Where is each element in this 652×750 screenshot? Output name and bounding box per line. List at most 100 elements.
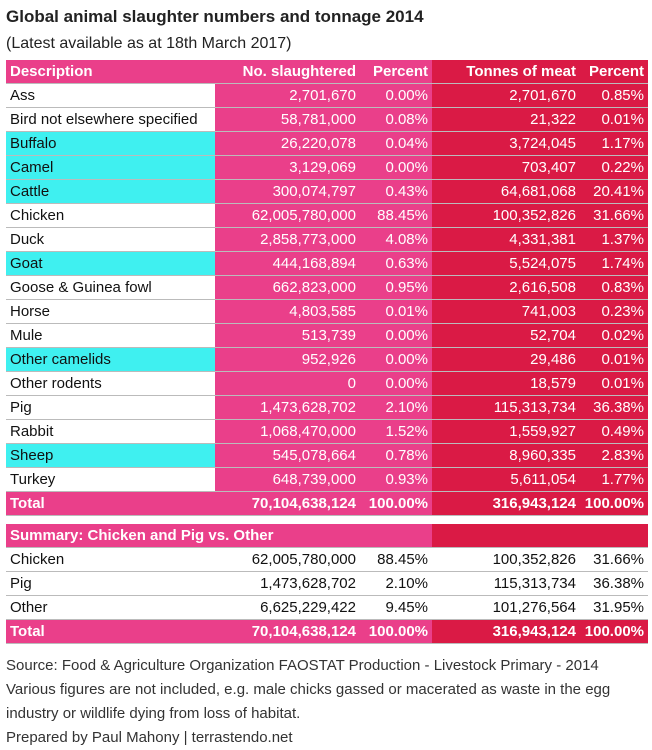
description-cell: Sheep [6,444,215,467]
count-percent-cell: 0.78% [360,444,432,467]
tonnes-cell: 52,704 [432,324,580,347]
tonnes-cell: 2,616,508 [432,276,580,299]
count-percent-cell: 9.45% [385,599,428,616]
count-cell: 4,803,585 [215,300,360,323]
table-header: Description No. slaughtered Percent Tonnes … [6,60,648,84]
description-cell: Goat [6,252,215,275]
count-percent-cell: 0.43% [360,180,432,203]
description-cell: Other [10,599,48,616]
tonnes-percent-cell: 0.01% [580,372,648,395]
tonnes-cell: 316,943,124 [432,620,580,643]
count-cell: 545,078,664 [215,444,360,467]
tonnes-percent-cell: Percent [580,60,648,83]
table-row: Bird not elsewhere specified 58,781,000 0.… [6,108,648,132]
description-cell: Pig [10,575,32,592]
tonnes-percent-cell: 31.66% [580,204,648,227]
table-row: Ass 2,701,670 0.00% 2,701,670 0.85% [6,84,648,108]
count-cell: 662,823,000 [215,276,360,299]
table-row: Pig 1,473,628,702 2.10% 115,313,734 36.38% [6,396,648,420]
count-cell: 1,068,470,000 [215,420,360,443]
tonnes-percent-cell: 0.83% [580,276,648,299]
description-cell: Pig [10,399,32,416]
tonnes-cell: 100,352,826 [492,551,576,568]
count-cell: 2,858,773,000 [215,228,360,251]
count-percent-cell: 2.10% [385,575,428,592]
summary-total-row: Total 70,104,638,124 100.00% 316,943,124 100… [6,620,648,644]
table-row: Other rodents 0 0.00% 18,579 0.01% [6,372,648,396]
tonnes-cell: 2,701,670 [432,84,580,107]
description-cell: Total [6,492,215,515]
description-cell: Bird not elsewhere specified [10,111,198,128]
description-cell: Goose & Guinea fowl [10,279,152,296]
page-title: Global animal slaughter numbers and tonn… [6,7,424,26]
count-cell: 0 [215,372,360,395]
tonnes-percent-cell: 100.00% [580,492,648,515]
summary-row: Chicken 62,005,780,000 88.45% 100,352,826 31… [6,548,648,572]
tonnes-percent-cell: 20.41% [580,180,648,203]
tonnes-cell [432,524,580,547]
exclusion-note: Various figures are not included, e.g. m… [6,681,611,698]
description-cell: Camel [6,156,215,179]
table-row: Cattle 300,074,797 0.43% 64,681,068 20.41% [6,180,648,204]
page-subtitle: (Latest available as at 18th March 2017) [6,35,292,52]
description-cell: Other rodents [10,375,102,392]
table-row: Other camelids 952,926 0.00% 29,486 0.01% [6,348,648,372]
tonnes-percent-cell: 0.22% [580,156,648,179]
count-percent-cell: 2.10% [360,396,432,419]
tonnes-percent-cell: 36.38% [593,575,644,592]
tonnes-cell: 115,313,734 [432,396,580,419]
table-row: Chicken 62,005,780,000 88.45% 100,352,826 31… [6,204,648,228]
total-row: Total 70,104,638,124 100.00% 316,943,124 100… [6,492,648,516]
source-note: Source: Food & Agriculture Organization … [6,657,599,674]
description-cell: Description [6,60,215,83]
tonnes-cell: 703,407 [432,156,580,179]
tonnes-cell: 5,611,054 [432,468,580,491]
summary-table: Summary: Chicken and Pig vs. Other Chicke… [6,524,648,644]
tonnes-cell: Tonnes of meat [432,60,580,83]
tonnes-cell: 64,681,068 [432,180,580,203]
description-cell: Cattle [6,180,215,203]
count-percent-cell: 0.95% [360,276,432,299]
description-cell: Duck [10,231,45,248]
tonnes-cell: 316,943,124 [432,492,580,515]
tonnes-cell: 5,524,075 [432,252,580,275]
count-cell: 58,781,000 [215,108,360,131]
tonnes-cell: 741,003 [432,300,580,323]
table-row: Mule 513,739 0.00% 52,704 0.02% [6,324,648,348]
table-row: Turkey 648,739,000 0.93% 5,611,054 1.77% [6,468,648,492]
count-percent-cell: 0.01% [360,300,432,323]
tonnes-cell: 100,352,826 [432,204,580,227]
tonnes-cell: 18,579 [432,372,580,395]
table-row: Sheep 545,078,664 0.78% 8,960,335 2.83% [6,444,648,468]
tonnes-percent-cell: 0.01% [580,348,648,371]
tonnes-percent-cell: 36.38% [580,396,648,419]
description-cell: Other camelids [6,348,215,371]
count-percent-cell: 0.00% [360,84,432,107]
count-percent-cell: 1.52% [360,420,432,443]
count-percent-cell: 0.00% [360,348,432,371]
count-percent-cell: 88.45% [360,204,432,227]
count-cell: 3,129,069 [215,156,360,179]
tonnes-percent-cell: 0.49% [580,420,648,443]
count-percent-cell: Percent [360,60,432,83]
table-row: Camel 3,129,069 0.00% 703,407 0.22% [6,156,648,180]
count-cell: No. slaughtered [215,60,360,83]
count-cell: 6,625,229,422 [260,599,356,616]
tonnes-percent-cell: 100.00% [580,620,648,643]
count-percent-cell: 88.45% [377,551,428,568]
tonnes-percent-cell: 1.37% [580,228,648,251]
tonnes-cell: 3,724,045 [432,132,580,155]
tonnes-percent-cell [580,524,648,547]
count-cell: 70,104,638,124 [215,492,360,515]
count-percent-cell: 0.00% [360,324,432,347]
summary-row: Other 6,625,229,422 9.45% 101,276,564 31.95% [6,596,648,620]
tonnes-percent-cell: 1.77% [580,468,648,491]
tonnes-percent-cell: 1.17% [580,132,648,155]
description-cell: Chicken [10,551,65,568]
count-cell: 62,005,780,000 [215,204,360,227]
slaughter-table: Description No. slaughtered Percent Tonnes … [6,60,648,516]
table-row: Buffalo 26,220,078 0.04% 3,724,045 1.17% [6,132,648,156]
count-cell: 513,739 [215,324,360,347]
description-cell: Rabbit [10,423,54,440]
description-cell: Mule [10,327,43,344]
